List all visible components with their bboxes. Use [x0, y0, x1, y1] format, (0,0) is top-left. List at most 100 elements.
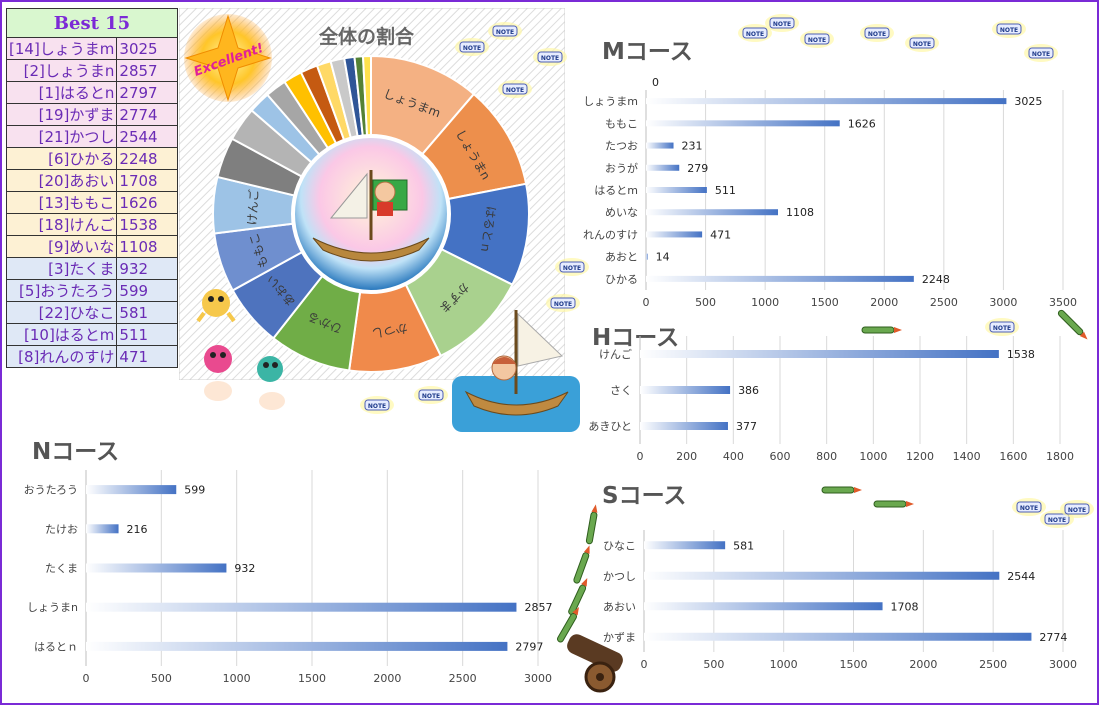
category-label: あおい — [603, 600, 636, 613]
category-label: はるとｎ — [34, 640, 78, 653]
data-label: 279 — [687, 162, 708, 175]
n-course-title: Nコース — [32, 439, 120, 465]
note-rocket-icon: NOTE — [985, 318, 1019, 336]
category-label: かつし — [603, 570, 636, 583]
missile-icon — [1057, 309, 1088, 340]
bar — [646, 209, 779, 216]
data-label: 511 — [715, 184, 736, 197]
data-label: 1538 — [1007, 348, 1035, 361]
m-course-chart: Mコース 0 500 1000 1500 2000 2500 3000 3500 しょうまm 30… — [566, 26, 1086, 318]
note-rocket-icon: NOTE — [455, 38, 489, 56]
pie-chart-panel: しょうまm しょうまn はるとｎ かずま かつし ひかる あおい ももこ けんご 全体の割合 — [178, 7, 566, 381]
x-tick-label: 500 — [703, 658, 724, 671]
note-label: NOTE — [868, 31, 886, 38]
bar — [86, 524, 119, 534]
note-rocket-icon: NOTE — [533, 48, 567, 66]
category-label: さく — [610, 384, 632, 397]
best-table-row: [19]かずま 2774 — [5, 103, 178, 126]
best-row-name: [18]けんご — [5, 213, 118, 236]
note-label: NOTE — [368, 403, 386, 410]
best-table-row: [13]ももこ 1626 — [5, 191, 178, 214]
bar — [646, 164, 680, 171]
x-tick-label: 1400 — [953, 450, 981, 463]
best-table-row: [14]しょうまm 3025 — [5, 37, 178, 60]
data-label: 377 — [736, 420, 757, 433]
h-course-chart: Hコース 0 200 400 600 800 1000 1200 1400 1600 1800 けん… — [566, 318, 1086, 478]
data-label: 599 — [184, 484, 205, 497]
data-label: 231 — [682, 140, 703, 153]
bar — [86, 641, 508, 651]
best-row-value: 471 — [116, 345, 178, 368]
note-label: NOTE — [808, 37, 826, 44]
best-row-name: [20]あおい — [5, 169, 118, 192]
note-label: NOTE — [506, 87, 524, 94]
x-tick-label: 400 — [723, 450, 744, 463]
n-course-chart: Nコース 0 500 1000 1500 2000 2500 3000 おうたろう 599 たけお… — [6, 428, 566, 698]
best-row-name: [10]はるとm — [5, 323, 118, 346]
bar — [646, 275, 914, 282]
bar — [640, 350, 999, 358]
data-label: 14 — [656, 251, 670, 264]
best-table-row: [5]おうたろう 599 — [5, 279, 178, 302]
s-course-title: Sコース — [602, 483, 687, 509]
note-rocket-icon: NOTE — [1060, 500, 1094, 518]
best-table-row: [21]かつし 2544 — [5, 125, 178, 148]
missile-icon — [873, 500, 914, 508]
x-tick-label: 1000 — [223, 672, 251, 685]
category-label: たくま — [45, 562, 78, 575]
best-table-row: [1]はるとn 2797 — [5, 81, 178, 104]
best-row-name: [3]たくま — [5, 257, 118, 280]
x-tick-label: 1800 — [1046, 450, 1074, 463]
pie-chart-title: 全体の割合 — [319, 26, 415, 48]
category-label: おうたろう — [24, 484, 78, 497]
note-label: NOTE — [463, 45, 481, 52]
star-icon: Excellent! — [184, 14, 272, 102]
best-table-row: [22]ひなこ 581 — [5, 301, 178, 324]
best-table-row: [10]はるとm 511 — [5, 323, 178, 346]
note-rocket-icon: NOTE — [860, 24, 894, 42]
excellent-stamp: Excellent! — [182, 12, 274, 104]
bird-decorations — [196, 289, 285, 410]
pie-slice-label: けんご — [244, 189, 261, 226]
best-row-name: [9]めいな — [5, 235, 118, 258]
best-table-row: [18]けんご 1538 — [5, 213, 178, 236]
note-label: NOTE — [1048, 517, 1066, 524]
bar — [640, 386, 731, 394]
bar — [646, 120, 840, 127]
best-row-name: [22]ひなこ — [5, 301, 118, 324]
x-tick-label: 1600 — [999, 450, 1027, 463]
best-row-name: [2]しょうまn — [5, 59, 118, 82]
x-tick-label: 2500 — [449, 672, 477, 685]
best-row-value: 1626 — [116, 191, 178, 214]
x-tick-label: 500 — [695, 296, 716, 309]
data-label: 386 — [738, 384, 759, 397]
bar — [86, 563, 227, 573]
missile-icon — [557, 606, 579, 643]
note-rocket-icon: NOTE — [555, 258, 589, 276]
yellow-bird-icon — [196, 289, 236, 323]
bar — [646, 142, 674, 149]
bar — [644, 632, 1032, 641]
category-label: めいな — [605, 206, 638, 219]
x-tick-label: 800 — [816, 450, 837, 463]
note-rocket-icon: NOTE — [800, 30, 834, 48]
bar — [86, 602, 517, 612]
note-label: NOTE — [1020, 505, 1038, 512]
best-row-name: [21]かつし — [5, 125, 118, 148]
data-label: 2248 — [922, 273, 950, 286]
category-label: しょうまm — [583, 95, 638, 108]
x-tick-label: 1500 — [298, 672, 326, 685]
missile-icon — [861, 326, 902, 334]
best-row-value: 2544 — [116, 125, 178, 148]
x-tick-label: 2000 — [373, 672, 401, 685]
data-label: 932 — [234, 562, 255, 575]
note-rocket-icon: NOTE — [1024, 44, 1058, 62]
m-extra-label: 0 — [652, 76, 659, 89]
note-label: NOTE — [554, 301, 572, 308]
pie-slice-label: はるとｎ — [478, 205, 498, 254]
data-label: 2797 — [515, 640, 543, 653]
category-label: ひかる — [605, 273, 638, 286]
x-tick-label: 600 — [770, 450, 791, 463]
best-table-row: [6]ひかる 2248 — [5, 147, 178, 170]
category-label: あおと — [605, 251, 638, 264]
